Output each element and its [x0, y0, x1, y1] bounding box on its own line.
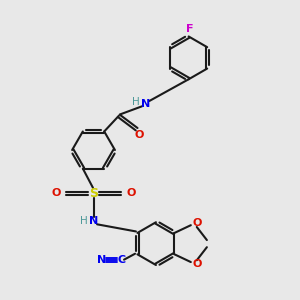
Text: H: H	[132, 97, 140, 106]
Text: C: C	[117, 255, 125, 265]
Text: N: N	[97, 255, 106, 265]
Text: S: S	[89, 187, 98, 200]
Text: O: O	[134, 130, 144, 140]
Text: N: N	[141, 99, 150, 109]
Text: O: O	[193, 218, 202, 228]
Text: O: O	[51, 188, 61, 198]
Text: F: F	[186, 24, 194, 34]
Text: H: H	[80, 216, 88, 226]
Text: O: O	[193, 259, 202, 269]
Text: O: O	[127, 188, 136, 198]
Text: N: N	[89, 216, 98, 226]
